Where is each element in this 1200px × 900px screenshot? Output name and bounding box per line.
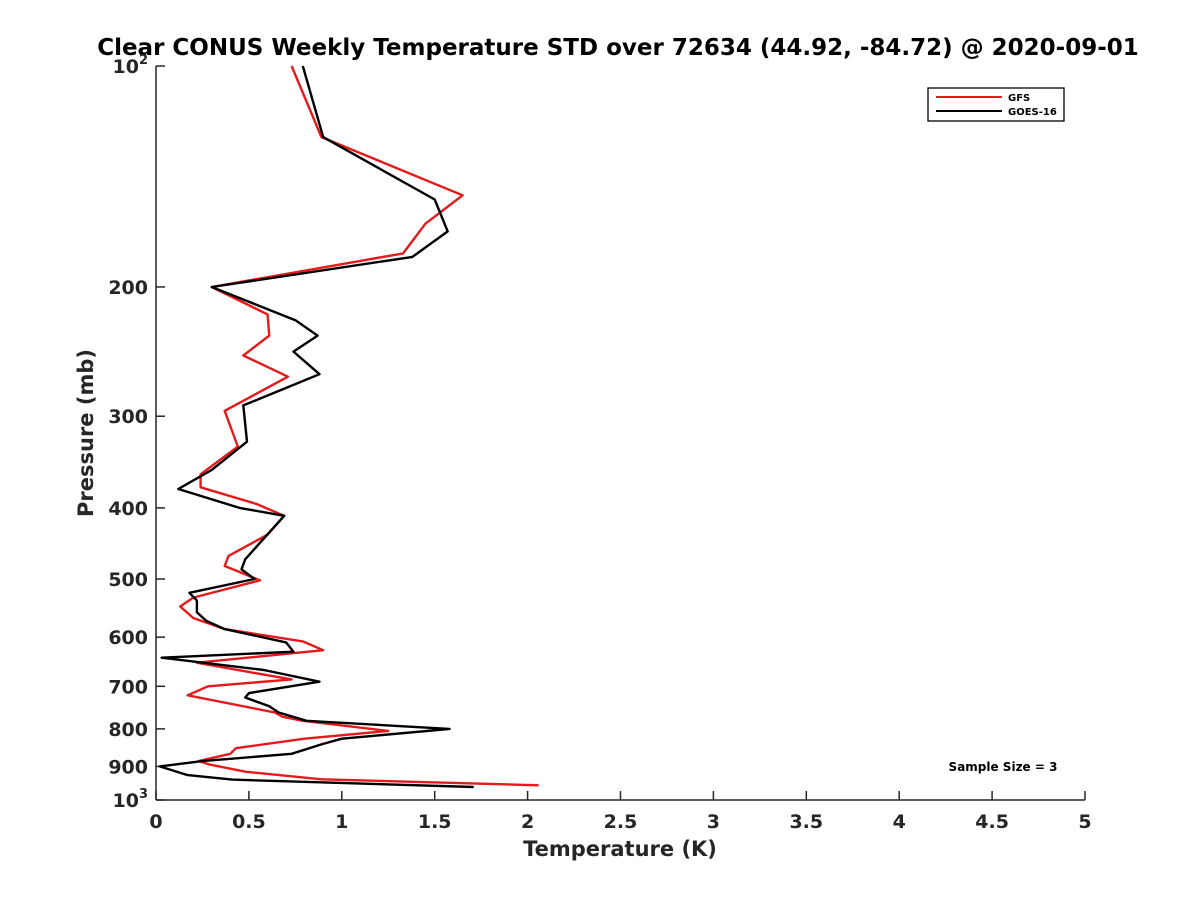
legend-label-goes16: GOES-16	[1008, 107, 1057, 118]
plot-area: 0 0.5 1 1.5 2 2.5 3 3.5 4 4.5 5 102200300400500600…	[108, 53, 1091, 833]
x-ticks: 0 0.5 1 1.5 2 2.5 3 3.5 4 4.5 5	[149, 791, 1092, 833]
y-tick-label-exponent: 2	[139, 53, 148, 68]
x-tick-label: 2	[521, 811, 534, 833]
x-tick-label: 1	[335, 811, 348, 833]
y-tick-label: 500	[108, 569, 148, 591]
series-lines	[158, 65, 539, 789]
series-line-gfs	[178, 65, 539, 787]
legend: GFS GOES-16	[927, 87, 1065, 122]
y-tick-label-base: 10	[113, 790, 139, 812]
x-tick-label: 4.5	[975, 811, 1009, 833]
x-tick-label: 5	[1078, 811, 1091, 833]
x-tick-label: 0	[149, 811, 162, 833]
x-tick-label: 3	[707, 811, 720, 833]
y-tick-label-exponent: 3	[139, 787, 148, 802]
y-tick-label-base: 10	[113, 56, 139, 78]
y-tick-label: 103	[113, 787, 149, 812]
x-tick-label: 3.5	[789, 811, 823, 833]
y-tick-label: 102	[113, 53, 149, 78]
x-axis-label: Temperature (K)	[523, 837, 717, 861]
x-tick-label: 4	[893, 811, 906, 833]
y-tick-label: 200	[108, 277, 148, 299]
legend-box	[927, 87, 1065, 122]
x-tick-label: 0.5	[232, 811, 266, 833]
y-axis-label: Pressure (mb)	[74, 349, 98, 517]
legend-label-gfs: GFS	[1008, 93, 1030, 104]
y-tick-label: 400	[108, 498, 148, 520]
chart-title: Clear CONUS Weekly Temperature STD over …	[97, 35, 1139, 61]
y-tick-label: 900	[108, 756, 148, 778]
series-line-goes16	[158, 65, 474, 789]
x-tick-label: 1.5	[418, 811, 452, 833]
y-tick-label: 800	[108, 719, 148, 741]
y-tick-label: 300	[108, 406, 148, 428]
sample-size-note: Sample Size = 3	[949, 760, 1058, 774]
x-tick-label: 2.5	[604, 811, 638, 833]
y-tick-label: 700	[108, 676, 148, 698]
y-tick-label: 600	[108, 627, 148, 649]
